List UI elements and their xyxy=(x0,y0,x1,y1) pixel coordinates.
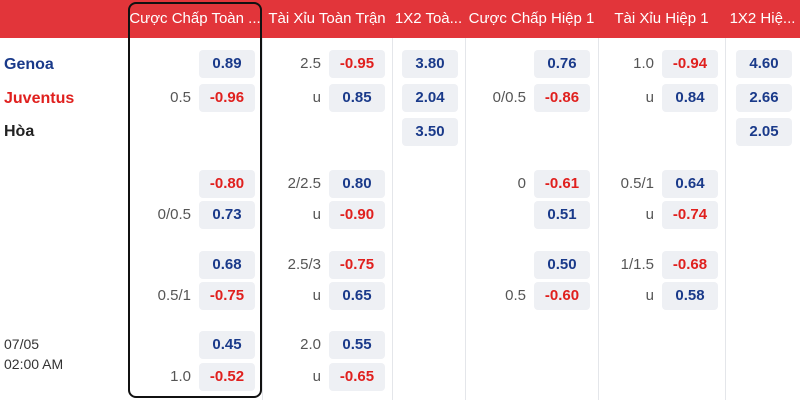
line-label: u xyxy=(312,368,321,385)
line-label: 1/1.5 xyxy=(620,256,654,273)
line-label: 2/2.5 xyxy=(287,175,321,192)
odds-button[interactable]: 0.45 xyxy=(199,331,255,359)
line-label: 1.0 xyxy=(170,368,191,385)
line-label: 0/0.5 xyxy=(157,206,191,223)
line-label: 0.5/1 xyxy=(620,175,654,192)
odds-button[interactable]: -0.94 xyxy=(662,50,718,78)
match-time: 02:00 AM xyxy=(4,356,64,372)
odds-button[interactable]: 0.50 xyxy=(534,251,590,279)
line-label: 2.5 xyxy=(300,55,321,72)
odds-button[interactable]: 0.58 xyxy=(662,282,718,310)
odds-button[interactable]: 0.55 xyxy=(329,331,385,359)
column-header[interactable]: 1X2 Toà... xyxy=(394,10,463,27)
line-label: u xyxy=(312,206,321,223)
line-label: 0/0.5 xyxy=(492,89,526,106)
line-label: u xyxy=(312,287,321,304)
odds-button[interactable]: -0.75 xyxy=(329,251,385,279)
odds-button[interactable]: -0.65 xyxy=(329,363,385,391)
line-label: 0.5 xyxy=(505,287,526,304)
home-team: Genoa xyxy=(4,56,54,73)
line-label: 0.5/1 xyxy=(157,287,191,304)
match-date: 07/05 xyxy=(4,336,40,352)
line-label: 0 xyxy=(517,175,526,192)
draw-label: Hòa xyxy=(4,123,35,140)
odds-button[interactable]: 2.05 xyxy=(736,118,792,146)
odds-button[interactable]: 3.50 xyxy=(402,118,458,146)
odds-button[interactable]: -0.96 xyxy=(199,84,255,112)
odds-button[interactable]: -0.95 xyxy=(329,50,385,78)
odds-button[interactable]: 0.51 xyxy=(534,201,590,229)
odds-button[interactable]: 2.04 xyxy=(402,84,458,112)
odds-button[interactable]: -0.60 xyxy=(534,282,590,310)
line-label: 1.0 xyxy=(633,55,654,72)
odds-button[interactable]: 3.80 xyxy=(402,50,458,78)
line-label: u xyxy=(645,287,654,304)
line-label: u xyxy=(312,89,321,106)
odds-button[interactable]: 0.65 xyxy=(329,282,385,310)
odds-button[interactable]: -0.52 xyxy=(199,363,255,391)
odds-button[interactable]: -0.68 xyxy=(662,251,718,279)
column-separator xyxy=(465,38,466,400)
column-highlight xyxy=(128,2,262,398)
column-separator xyxy=(725,38,726,400)
odds-button[interactable]: 0.73 xyxy=(199,201,255,229)
odds-button[interactable]: 0.76 xyxy=(534,50,590,78)
odds-button[interactable]: 0.84 xyxy=(662,84,718,112)
line-label: 2.5/3 xyxy=(287,256,321,273)
column-header[interactable]: Tài Xỉu Toàn Trận xyxy=(268,10,386,27)
column-separator xyxy=(262,38,263,400)
line-label: u xyxy=(645,206,654,223)
column-separator xyxy=(598,38,599,400)
column-header[interactable]: Cược Chấp Hiệp 1 xyxy=(468,10,595,27)
odds-button[interactable]: 0.80 xyxy=(329,170,385,198)
odds-button[interactable]: 0.68 xyxy=(199,251,255,279)
odds-button[interactable]: -0.90 xyxy=(329,201,385,229)
odds-button[interactable]: 4.60 xyxy=(736,50,792,78)
odds-button[interactable]: -0.75 xyxy=(199,282,255,310)
odds-button[interactable]: -0.74 xyxy=(662,201,718,229)
column-header[interactable]: 1X2 Hiệ... xyxy=(729,10,796,27)
odds-button[interactable]: 0.64 xyxy=(662,170,718,198)
line-label: u xyxy=(645,89,654,106)
column-separator xyxy=(392,38,393,400)
column-header[interactable]: Cược Chấp Toàn ... xyxy=(129,10,261,27)
odds-button[interactable]: 0.85 xyxy=(329,84,385,112)
line-label: 2.0 xyxy=(300,336,321,353)
odds-button[interactable]: 0.89 xyxy=(199,50,255,78)
odds-button[interactable]: 2.66 xyxy=(736,84,792,112)
line-label: 0.5 xyxy=(170,89,191,106)
odds-button[interactable]: -0.61 xyxy=(534,170,590,198)
odds-button[interactable]: -0.80 xyxy=(199,170,255,198)
odds-button[interactable]: -0.86 xyxy=(534,84,590,112)
column-header[interactable]: Tài Xỉu Hiệp 1 xyxy=(614,10,709,27)
away-team: Juventus xyxy=(4,90,75,107)
